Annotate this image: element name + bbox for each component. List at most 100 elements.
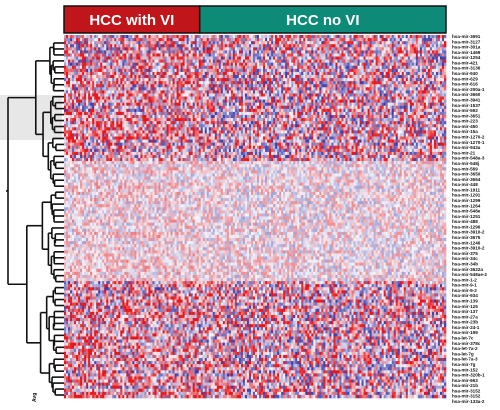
heatmap-cell [405, 105, 409, 110]
heatmap-cell [140, 74, 143, 79]
heatmap-cell [120, 50, 123, 54]
heatmap-cell [106, 90, 109, 94]
heatmap-cell [246, 84, 250, 88]
heatmap-cell [160, 56, 163, 60]
heatmap-cell [130, 108, 133, 113]
heatmap-cell [178, 99, 181, 103]
heatmap-cell [250, 108, 254, 113]
heatmap-cell [238, 44, 242, 48]
heatmap-cell [353, 41, 356, 45]
heatmap-cell [110, 53, 113, 57]
heatmap-cell [122, 96, 125, 100]
heatmap-cell [218, 71, 222, 76]
heatmap-cell [68, 56, 71, 60]
heatmap-cell [102, 59, 105, 63]
heatmap-cell [441, 102, 445, 107]
heatmap-cell [287, 96, 290, 100]
heatmap-cell [357, 62, 360, 67]
heatmap-cell [309, 38, 312, 42]
heatmap-cell [166, 108, 169, 113]
heatmap-cell [329, 78, 332, 82]
heatmap-cell [271, 74, 274, 79]
heatmap-cell [333, 90, 336, 94]
heatmap-cell [140, 71, 143, 76]
heatmap-cell [417, 78, 421, 82]
heatmap-cell [309, 68, 312, 73]
heatmap-cell [425, 87, 429, 91]
heatmap-cell [66, 35, 69, 39]
heatmap-cell [303, 102, 306, 107]
heatmap-cell [327, 74, 330, 79]
heatmap-cell [100, 90, 103, 94]
heatmap-cell [361, 38, 364, 42]
heatmap-cell [439, 84, 443, 88]
heatmap-cell [132, 71, 135, 76]
heatmap-cell [84, 102, 87, 107]
heatmap-cell [439, 93, 443, 97]
heatmap-cell [347, 44, 350, 48]
heatmap-cell [323, 47, 326, 51]
heatmap-cell [174, 62, 177, 67]
heatmap-cell [409, 81, 413, 85]
heatmap-cell [134, 50, 137, 54]
heatmap-cell [148, 81, 151, 85]
heatmap-cell [431, 50, 435, 54]
heatmap-cell [200, 78, 204, 82]
heatmap-cell [116, 65, 119, 70]
heatmap-cell [220, 102, 224, 107]
heatmap-cell [202, 59, 206, 63]
heatmap-cell [371, 102, 374, 107]
heatmap-cell [395, 108, 399, 113]
heatmap-cell [423, 90, 427, 94]
heatmap-cell [246, 87, 250, 91]
heatmap-cell [343, 44, 346, 48]
heatmap-cell [375, 59, 378, 63]
heatmap-cell [271, 35, 274, 39]
heatmap-cell [252, 62, 256, 67]
heatmap-cell [122, 84, 125, 88]
heatmap-cell [192, 93, 195, 97]
heatmap-cell [70, 99, 73, 103]
heatmap-cell [218, 41, 222, 45]
heatmap-cell [415, 96, 419, 100]
heatmap-cell [184, 65, 187, 70]
heatmap-cell [379, 81, 382, 85]
heatmap-cell [98, 96, 101, 100]
heatmap-cell [236, 102, 240, 107]
heatmap-cell [343, 62, 346, 67]
heatmap-cell [204, 102, 208, 107]
heatmap-cell [431, 59, 435, 63]
heatmap-cell [156, 62, 159, 67]
heatmap-cell [206, 81, 210, 85]
heatmap-cell [341, 99, 344, 103]
heatmap-cell [218, 65, 222, 70]
heatmap-cell [170, 81, 173, 85]
heatmap-cell [403, 74, 407, 79]
heatmap-cell [226, 50, 230, 54]
heatmap-cell [385, 62, 388, 67]
heatmap-cell [184, 50, 187, 54]
heatmap-cell [337, 102, 340, 107]
heatmap-cell [106, 65, 109, 70]
heatmap-cell [74, 56, 77, 60]
heatmap-cell [162, 111, 165, 116]
heatmap-cell [307, 90, 310, 94]
heatmap-cell [259, 99, 262, 103]
heatmap-cell [369, 71, 372, 76]
heatmap-cell [124, 41, 127, 45]
heatmap-cell [184, 90, 187, 94]
heatmap-cell [170, 65, 173, 70]
heatmap-cell [200, 41, 204, 45]
heatmap-cell [106, 105, 109, 110]
heatmap-cell [431, 96, 435, 100]
heatmap-cell [295, 53, 298, 57]
heatmap-cell [391, 74, 395, 79]
heatmap-cell [317, 78, 320, 82]
heatmap-cell [343, 78, 346, 82]
heatmap-cell [210, 65, 214, 70]
heatmap-cell [232, 78, 236, 82]
heatmap-cell [192, 50, 195, 54]
heatmap-cell [377, 105, 380, 110]
heatmap-cell [363, 50, 366, 54]
heatmap-cell [325, 78, 328, 82]
